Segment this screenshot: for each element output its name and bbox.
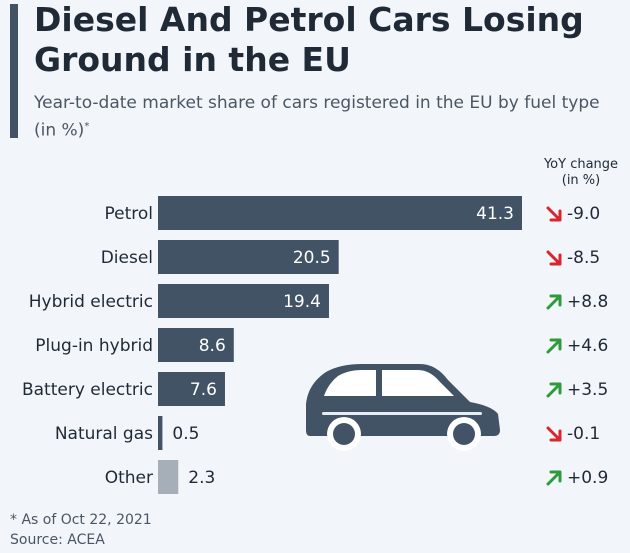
subtitle-footnote-mark: * xyxy=(84,121,90,132)
bar xyxy=(158,196,522,230)
yoy-change-label: +3.5 xyxy=(567,380,608,400)
arrow-down-icon xyxy=(546,250,562,266)
title-accent-bar xyxy=(10,4,18,138)
bar xyxy=(158,284,329,318)
category-label: Natural gas xyxy=(55,424,153,444)
value-label: 0.5 xyxy=(172,424,199,444)
yoy-change-label: -8.5 xyxy=(567,248,600,268)
car-icon xyxy=(306,364,500,451)
bar xyxy=(158,328,234,362)
car-side-stripe xyxy=(322,412,482,415)
bar xyxy=(158,460,179,494)
arrow-up-icon xyxy=(546,294,562,310)
arrow-down-icon xyxy=(546,426,562,442)
chart-footer: * As of Oct 22, 2021 Source: ACEA xyxy=(10,510,152,550)
car-window-front xyxy=(324,370,376,396)
yoy-change-label: +4.6 xyxy=(567,336,608,356)
value-label: 7.6 xyxy=(190,380,217,400)
value-label: 8.6 xyxy=(199,336,226,356)
source-note: Source: ACEA xyxy=(10,532,105,548)
bars-layer: Petrol 41.3 -9.0 Diesel 20.5 -8.5 Hybrid elect… xyxy=(22,196,608,494)
arrow-down-icon xyxy=(546,206,562,222)
arrow-up-icon xyxy=(546,338,562,354)
yoy-change-label: -9.0 xyxy=(567,204,600,224)
category-label: Battery electric xyxy=(22,380,153,400)
car-wheel-front-hub xyxy=(333,423,355,445)
yoy-change-label: +0.9 xyxy=(567,468,608,488)
chart-title: Diesel And Petrol Cars Losing Ground in … xyxy=(34,0,584,79)
value-label: 20.5 xyxy=(293,248,331,268)
arrow-up-icon xyxy=(546,470,562,486)
car-wheel-rear-hub xyxy=(453,423,475,445)
yoy-change-label: -0.1 xyxy=(567,424,600,444)
value-label: 2.3 xyxy=(188,468,215,488)
category-label: Plug-in hybrid xyxy=(35,336,153,356)
arrow-up-icon xyxy=(546,382,562,398)
value-label: 41.3 xyxy=(476,204,514,224)
yoy-header-line1: YoY change xyxy=(543,157,619,172)
category-label: Diesel xyxy=(101,248,153,268)
car-window-rear xyxy=(382,370,454,396)
bar xyxy=(158,240,339,274)
bar xyxy=(158,416,163,450)
subtitle-text: Year-to-date market share of cars regist… xyxy=(34,93,600,141)
chart-subtitle: Year-to-date market share of cars regist… xyxy=(34,91,624,143)
bar xyxy=(158,372,225,406)
category-label: Other xyxy=(105,468,153,488)
category-label: Petrol xyxy=(104,204,153,224)
yoy-change-label: +8.8 xyxy=(567,292,608,312)
yoy-column-header: YoY change (in %) xyxy=(531,157,630,189)
footnote: * As of Oct 22, 2021 xyxy=(10,512,152,528)
yoy-header-line2: (in %) xyxy=(561,173,601,188)
category-label: Hybrid electric xyxy=(29,292,153,312)
value-label: 19.4 xyxy=(283,292,321,312)
